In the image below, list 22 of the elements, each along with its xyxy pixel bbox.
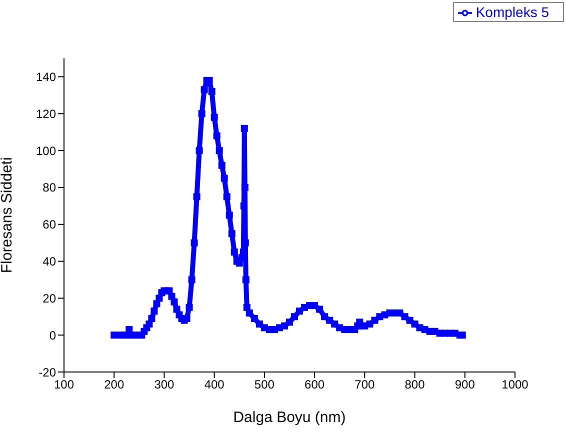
y-tick-label: 60 <box>42 218 56 232</box>
x-tick-label: 500 <box>254 378 275 392</box>
x-tick-label: 700 <box>354 378 375 392</box>
y-axis-title: Floresans Siddeti <box>0 157 16 274</box>
y-tick-label: 80 <box>42 180 56 195</box>
x-tick-label: 300 <box>154 378 175 392</box>
y-tick-label: 20 <box>42 291 56 306</box>
y-tick-label: 120 <box>36 106 56 121</box>
x-tick-label: 900 <box>454 378 476 392</box>
legend-label: Kompleks 5 <box>476 4 549 20</box>
y-tick-label: 0 <box>49 328 56 342</box>
y-tick-label: 40 <box>42 254 56 269</box>
x-tick-label: 800 <box>404 378 426 392</box>
y-tick-label: -20 <box>38 365 56 380</box>
x-tick-label: 1000 <box>502 378 529 392</box>
y-tick-label: 100 <box>36 144 56 158</box>
x-tick-label: 400 <box>204 378 225 392</box>
x-tick-label: 600 <box>304 378 325 392</box>
y-tick-label: 140 <box>36 70 56 84</box>
x-tick-label: 200 <box>104 378 124 392</box>
x-tick-label: 100 <box>54 378 74 392</box>
x-axis-title: Dalga Boyu (nm) <box>233 409 346 426</box>
